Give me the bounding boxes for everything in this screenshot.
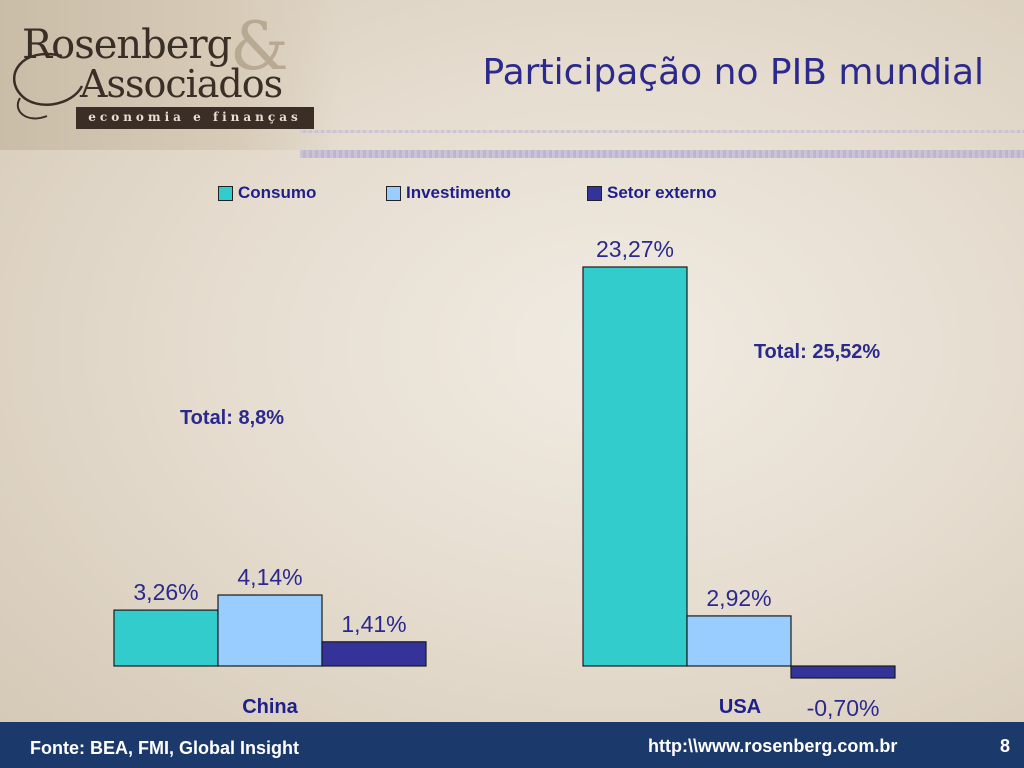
footer-source: Fonte: BEA, FMI, Global Insight: [30, 738, 299, 758]
bar-usa-consumo: [582, 266, 688, 667]
bar-usa-setor-externo: [790, 665, 896, 679]
slide-title: Participação no PIB mundial: [482, 52, 984, 93]
legend-swatch-setor-externo: [587, 185, 602, 201]
logo-text-rosenberg: Rosenberg: [22, 22, 232, 68]
legend-item-consumo: Consumo: [218, 183, 316, 203]
data-label-usa-setor-externo: -0,70%: [807, 695, 880, 721]
category-label-usa: USA: [719, 696, 761, 718]
legend-label-setor-externo: Setor externo: [607, 183, 717, 202]
total-label-usa: Total: 25,52%: [754, 341, 881, 363]
chart-legend: Consumo Investimento Setor externo: [0, 183, 1024, 203]
page-number: 8: [1000, 736, 1011, 756]
logo-ampersand: &: [230, 8, 289, 85]
logo-subtitle: economia e finanças: [88, 110, 302, 124]
footer-url-link[interactable]: http:\\www.rosenberg.com.br: [648, 736, 898, 756]
legend-swatch-consumo: [218, 185, 233, 201]
logo-swash-icon: [12, 52, 84, 120]
data-label-china-investimento: 4,14%: [237, 564, 302, 590]
data-label-usa-investimento: 2,92%: [706, 585, 771, 611]
decorative-line: [300, 150, 1024, 158]
bar-china-investimento: [217, 594, 323, 667]
bar-chart: 3,26% 4,14% 1,41% China Total: 8,8% 23,27% 2,9…: [113, 236, 896, 721]
company-logo: Rosenberg & Associados economia e finanç…: [0, 0, 330, 145]
footer-bar: Fonte: BEA, FMI, Global Insight http:\\w…: [0, 722, 1024, 768]
legend-item-investimento: Investimento: [386, 183, 511, 203]
logo-text-associados: Associados: [80, 62, 283, 106]
legend-swatch-investimento: [386, 185, 401, 201]
bar-usa-investimento: [686, 615, 792, 667]
decorative-line-upper: [300, 130, 1024, 133]
bar-china-setor-externo: [321, 641, 427, 667]
data-label-usa-consumo: 23,27%: [596, 236, 674, 262]
total-label-china: Total: 8,8%: [180, 407, 284, 429]
legend-label-consumo: Consumo: [238, 183, 317, 202]
data-label-china-consumo: 3,26%: [133, 579, 198, 605]
logo-subtitle-bar: economia e finanças: [76, 107, 314, 129]
data-label-china-setor-externo: 1,41%: [341, 611, 406, 637]
bar-china-consumo: [113, 609, 219, 667]
legend-item-setor-externo: Setor externo: [587, 183, 717, 203]
category-label-china: China: [242, 696, 298, 718]
legend-label-investimento: Investimento: [406, 183, 511, 202]
